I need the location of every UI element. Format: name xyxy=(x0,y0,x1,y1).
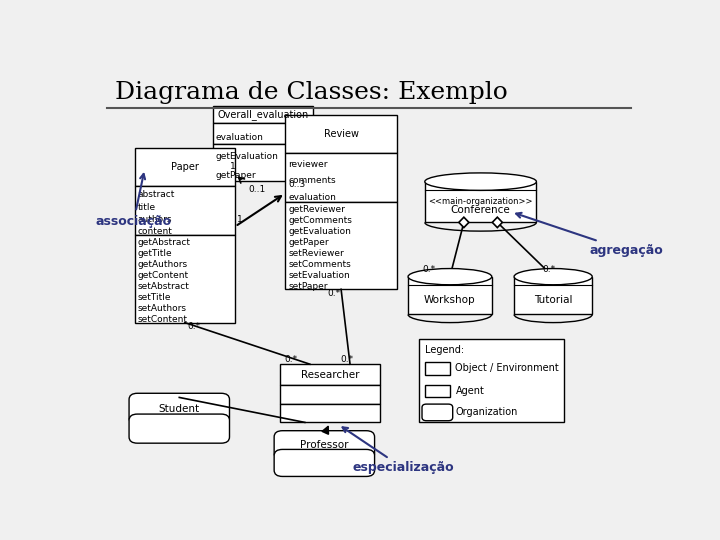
Text: getContent: getContent xyxy=(138,271,189,280)
FancyBboxPatch shape xyxy=(280,404,380,422)
Text: 1: 1 xyxy=(237,214,243,224)
Text: 0..3: 0..3 xyxy=(288,180,305,189)
Text: setContent: setContent xyxy=(138,315,187,324)
Text: Organization: Organization xyxy=(456,407,518,417)
Text: setEvaluation: setEvaluation xyxy=(288,271,350,280)
Text: Student: Student xyxy=(158,404,200,414)
FancyBboxPatch shape xyxy=(274,449,374,476)
Text: setAbstract: setAbstract xyxy=(138,282,189,291)
Text: content: content xyxy=(138,227,172,236)
FancyBboxPatch shape xyxy=(135,186,235,235)
Text: 0.*: 0.* xyxy=(542,266,555,274)
Text: getTitle: getTitle xyxy=(138,249,172,258)
FancyBboxPatch shape xyxy=(280,385,380,404)
Text: 0.*: 0.* xyxy=(422,266,435,274)
Text: title: title xyxy=(138,202,156,212)
Text: 0.*: 0.* xyxy=(188,322,201,331)
FancyBboxPatch shape xyxy=(425,181,536,222)
Text: setPaper: setPaper xyxy=(288,281,328,291)
Text: getEvaluation: getEvaluation xyxy=(288,227,351,236)
Text: reviewer: reviewer xyxy=(288,160,328,169)
Text: Conference: Conference xyxy=(451,205,510,215)
FancyBboxPatch shape xyxy=(422,404,453,421)
FancyBboxPatch shape xyxy=(425,384,450,397)
Text: especialização: especialização xyxy=(343,427,454,475)
FancyBboxPatch shape xyxy=(280,364,380,385)
Text: getComments: getComments xyxy=(288,216,352,225)
Text: evaluation: evaluation xyxy=(215,133,264,142)
FancyBboxPatch shape xyxy=(135,235,235,322)
FancyBboxPatch shape xyxy=(408,276,492,314)
Ellipse shape xyxy=(425,173,536,191)
Text: Researcher: Researcher xyxy=(301,370,359,380)
Text: 0.*: 0.* xyxy=(327,288,341,298)
Text: associação: associação xyxy=(96,174,171,228)
FancyBboxPatch shape xyxy=(213,123,313,144)
FancyBboxPatch shape xyxy=(285,202,397,289)
FancyBboxPatch shape xyxy=(419,339,564,422)
Text: Workshop: Workshop xyxy=(424,295,476,305)
FancyBboxPatch shape xyxy=(135,148,235,186)
FancyBboxPatch shape xyxy=(213,106,313,123)
FancyBboxPatch shape xyxy=(274,431,374,460)
Text: getAuthors: getAuthors xyxy=(138,260,187,269)
Text: setComments: setComments xyxy=(288,260,351,269)
Text: 1: 1 xyxy=(230,162,235,171)
Text: Professor: Professor xyxy=(300,440,348,450)
Ellipse shape xyxy=(514,268,593,285)
Text: getPaper: getPaper xyxy=(288,238,329,247)
Polygon shape xyxy=(459,217,469,227)
Polygon shape xyxy=(492,217,503,227)
FancyBboxPatch shape xyxy=(285,114,397,153)
Text: Overall_evaluation: Overall_evaluation xyxy=(217,109,309,120)
Text: evaluation: evaluation xyxy=(288,193,336,201)
Text: Object / Environment: Object / Environment xyxy=(456,363,559,373)
Text: <<main-organization>>: <<main-organization>> xyxy=(428,197,533,206)
Text: setTitle: setTitle xyxy=(138,293,171,302)
Text: abstract: abstract xyxy=(138,191,175,199)
Text: setAuthors: setAuthors xyxy=(138,304,186,313)
Text: Agent: Agent xyxy=(456,386,485,396)
Text: getPaper: getPaper xyxy=(215,171,256,180)
Text: Review: Review xyxy=(323,129,359,139)
FancyBboxPatch shape xyxy=(514,276,593,314)
FancyBboxPatch shape xyxy=(425,362,450,375)
Text: 0..1: 0..1 xyxy=(248,185,266,194)
Text: getAbstract: getAbstract xyxy=(138,239,190,247)
Text: getEvaluation: getEvaluation xyxy=(215,152,279,161)
Text: 0.*: 0.* xyxy=(340,355,353,364)
Text: setReviewer: setReviewer xyxy=(288,249,344,258)
FancyBboxPatch shape xyxy=(129,414,230,443)
Text: authors: authors xyxy=(138,215,172,224)
FancyBboxPatch shape xyxy=(285,153,397,202)
Text: 0.*: 0.* xyxy=(284,355,298,364)
FancyBboxPatch shape xyxy=(213,144,313,181)
Text: Paper: Paper xyxy=(171,162,199,172)
Text: Diagrama de Classes: Exemplo: Diagrama de Classes: Exemplo xyxy=(115,82,508,104)
Ellipse shape xyxy=(408,268,492,285)
Text: Tutorial: Tutorial xyxy=(534,295,572,305)
Text: comments: comments xyxy=(288,177,336,185)
Text: agregação: agregação xyxy=(516,213,663,257)
Text: Legend:: Legend: xyxy=(425,346,464,355)
FancyBboxPatch shape xyxy=(129,393,230,424)
Text: getReviewer: getReviewer xyxy=(288,205,345,214)
